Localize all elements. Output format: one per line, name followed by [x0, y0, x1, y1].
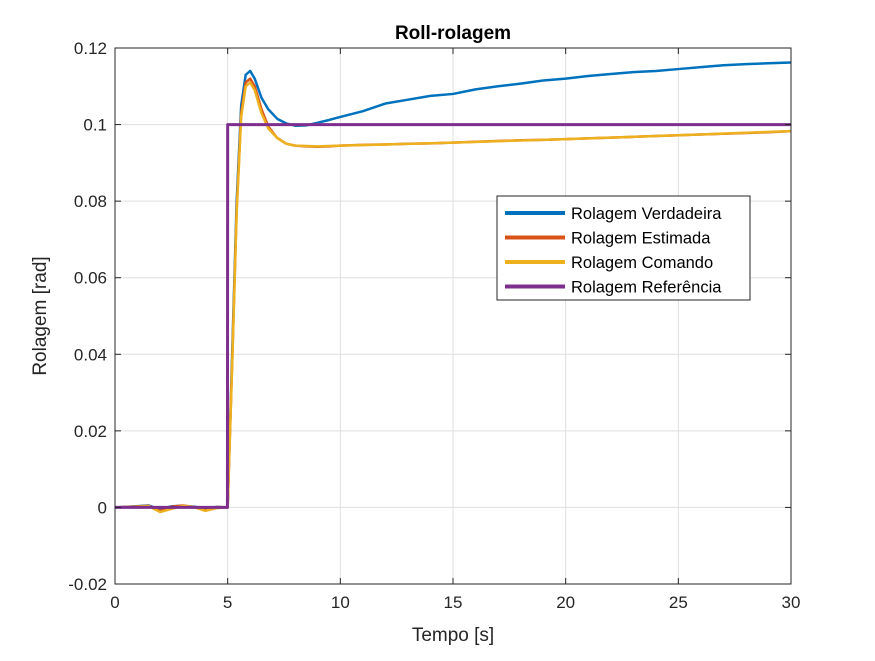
chart-title: Roll-rolagem: [395, 23, 511, 44]
legend: Rolagem Verdadeira Rolagem Estimada Rolage…: [496, 195, 751, 301]
y-tick-label: 0.04: [74, 345, 107, 364]
x-tick-label: 0: [110, 593, 119, 612]
x-axis-label: Tempo [s]: [412, 625, 494, 646]
x-tick-label: 5: [223, 593, 232, 612]
y-axis-label: Rolagem [rad]: [30, 256, 51, 375]
y-tick-label: 0.08: [74, 192, 107, 211]
y-tick-label: 0.1: [83, 116, 107, 135]
legend-label: Rolagem Referência: [571, 279, 722, 297]
y-tick-label: -0.02: [68, 575, 107, 594]
y-tick-label: 0.06: [74, 269, 107, 288]
ticks: 0 5 10 15 20 25 30-0.0200.020.040.060.080.10.1…: [68, 39, 800, 612]
x-tick-label: 15: [444, 593, 463, 612]
x-tick-label: 20: [556, 593, 575, 612]
legend-label: Rolagem Verdadeira: [571, 205, 722, 223]
y-tick-label: 0.12: [74, 39, 107, 58]
x-tick-label: 25: [669, 593, 688, 612]
y-tick-label: 0.02: [74, 422, 107, 441]
x-tick-label: 10: [331, 593, 350, 612]
legend-label: Rolagem Comando: [571, 254, 713, 272]
x-tick-label: 30: [782, 593, 801, 612]
series-line-rolagem-referencia: [115, 123, 791, 509]
series-layer: [114, 61, 792, 514]
legend-label: Rolagem Estimada: [571, 230, 711, 248]
y-tick-label: 0: [98, 498, 107, 517]
